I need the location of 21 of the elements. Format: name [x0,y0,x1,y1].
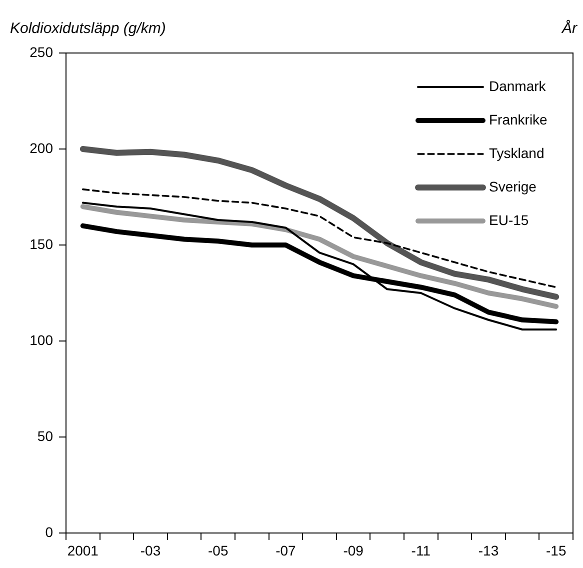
x-tick-label: -09 [343,542,364,558]
y-tick-label: 0 [45,524,54,540]
x-tick-label: -11 [411,542,431,558]
x-tick-label: 2001 [67,542,99,558]
y-axis-title: Koldioxidutsläpp (g/km) [10,20,166,37]
y-tick-label: 100 [30,332,54,348]
x-tick-label: -13 [478,542,499,558]
x-tick-label: -15 [546,542,566,558]
legend-label: Frankrike [489,111,548,128]
y-tick-label: 250 [30,44,54,60]
legend-label: Tyskland [489,144,544,161]
legend-label: Sverige [489,178,537,194]
x-tick-label: -05 [208,542,228,558]
x-axis-title: År [562,20,577,37]
y-tick-label: 50 [37,428,54,444]
legend-label: Danmark [489,78,547,94]
legend-label: EU-15 [489,212,529,228]
y-tick-label: 150 [30,236,54,252]
x-tick-label: -07 [276,542,296,558]
x-tick-label: -03 [140,542,161,558]
y-tick-label: 200 [30,140,54,156]
